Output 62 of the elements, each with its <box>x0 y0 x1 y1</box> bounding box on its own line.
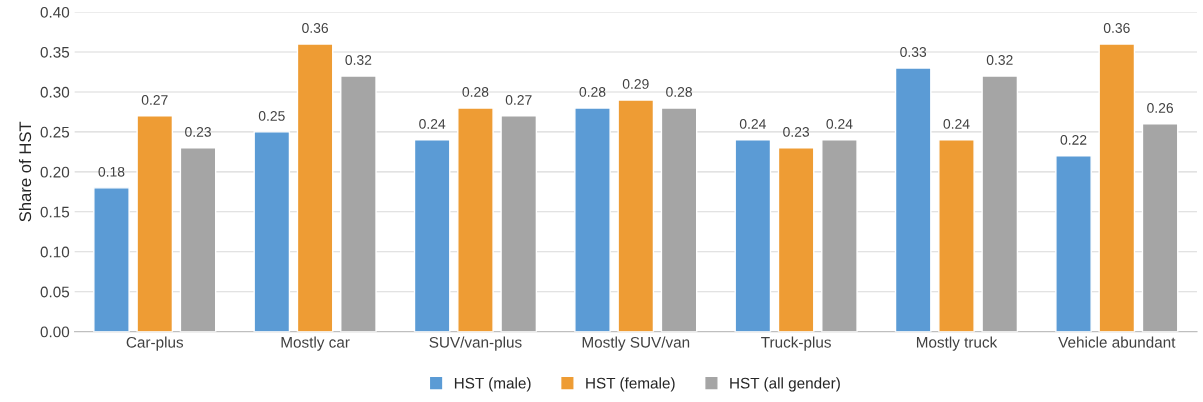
bar <box>1141 123 1179 332</box>
y-tick-label: 0.10 <box>40 246 70 258</box>
bar <box>981 75 1019 332</box>
y-tick-label: 0.30 <box>40 86 70 98</box>
data-label: 0.24 <box>943 118 970 129</box>
data-label: 0.28 <box>666 87 692 97</box>
x-tick-label: Truck-plus <box>761 336 831 351</box>
bar <box>821 139 858 332</box>
bar <box>734 139 772 332</box>
bar <box>296 43 334 332</box>
y-tick-label: 0.20 <box>40 166 70 178</box>
data-label: 0.23 <box>783 126 810 137</box>
data-label: 0.27 <box>141 95 168 105</box>
y-axis-title: Share of HST <box>18 121 32 222</box>
y-tick-label: 0.05 <box>40 286 70 298</box>
bar <box>777 147 815 332</box>
legend-label: HST (all gender) <box>730 377 840 392</box>
data-label: 0.26 <box>1147 103 1174 113</box>
bar <box>179 147 217 332</box>
bar <box>457 107 494 332</box>
bar <box>894 67 932 332</box>
data-label: 0.36 <box>302 23 329 33</box>
y-tick-label: 0.35 <box>40 46 70 58</box>
y-tick-label: 0.15 <box>40 206 70 218</box>
x-tick-label: Mostly truck <box>916 336 998 351</box>
legend-label: HST (male) <box>454 377 531 392</box>
data-label: 0.28 <box>462 87 489 97</box>
bar <box>93 187 130 332</box>
data-label: 0.36 <box>1103 23 1130 33</box>
data-label: 0.32 <box>986 55 1013 65</box>
data-label: 0.25 <box>258 110 285 121</box>
bar <box>136 115 174 332</box>
x-tick-label: Car-plus <box>126 336 184 351</box>
bar <box>660 107 698 332</box>
data-label: 0.24 <box>419 118 446 129</box>
data-label: 0.24 <box>739 118 766 129</box>
data-label: 0.22 <box>1060 134 1087 145</box>
x-tick-label: SUV/van-plus <box>429 336 522 351</box>
x-tick-label: Mostly car <box>281 336 350 351</box>
legend-label: HST (female) <box>586 377 675 392</box>
data-label: 0.28 <box>579 87 606 97</box>
bar <box>938 139 975 332</box>
y-tick-label: 0.25 <box>40 126 70 138</box>
bar <box>1055 155 1092 332</box>
data-label: 0.29 <box>622 79 649 89</box>
x-tick-label: Mostly SUV/van <box>582 336 690 351</box>
bar <box>1098 43 1136 332</box>
data-label: 0.23 <box>185 126 211 137</box>
data-label: 0.32 <box>345 55 372 65</box>
bar <box>500 115 538 332</box>
bar <box>253 131 291 332</box>
y-tick-label: 0.40 <box>40 6 70 18</box>
y-tick-label: 0.00 <box>40 326 70 338</box>
bar <box>413 139 451 332</box>
bar <box>574 107 611 332</box>
data-label: 0.18 <box>98 166 125 177</box>
x-tick-label: Vehicle abundant <box>1058 336 1176 348</box>
data-label: 0.33 <box>900 47 927 57</box>
bar <box>617 99 655 332</box>
bar <box>340 75 377 332</box>
data-label: 0.27 <box>505 95 532 105</box>
data-label: 0.24 <box>826 118 853 129</box>
